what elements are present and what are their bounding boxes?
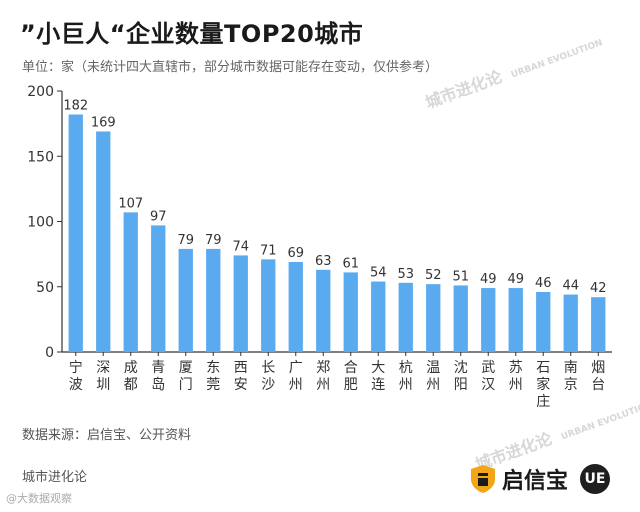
x-tick-label: 成都 bbox=[124, 360, 138, 393]
x-tick-label: 深圳 bbox=[96, 360, 110, 393]
footer-publisher: 城市进化论 bbox=[22, 470, 88, 485]
x-tick-label: 青岛 bbox=[151, 360, 165, 393]
x-tick-label: 厦门 bbox=[179, 360, 193, 393]
unit-note: 单位：家（未统计四大直辖市，部分城市数据可能存在变动，仅供参考） bbox=[22, 60, 439, 75]
bar bbox=[426, 284, 441, 352]
chart-title: ”小巨人“企业数量TOP20城市 bbox=[20, 20, 364, 48]
data-label: 42 bbox=[590, 281, 607, 296]
bar bbox=[398, 282, 413, 352]
data-label: 53 bbox=[397, 267, 414, 282]
x-tick-label: 东莞 bbox=[206, 360, 220, 393]
data-label: 107 bbox=[118, 196, 143, 211]
data-label: 49 bbox=[507, 272, 524, 287]
x-tick-label: 宁波 bbox=[69, 359, 83, 393]
data-label: 169 bbox=[91, 115, 116, 130]
data-label: 49 bbox=[480, 272, 497, 287]
bar bbox=[151, 225, 166, 352]
data-label: 54 bbox=[370, 266, 387, 281]
y-tick-label: 50 bbox=[36, 280, 54, 296]
data-label: 79 bbox=[177, 233, 194, 248]
x-tick-label: 合肥 bbox=[344, 360, 358, 393]
bar bbox=[343, 272, 358, 352]
bar bbox=[261, 259, 276, 352]
data-label: 51 bbox=[452, 269, 469, 284]
x-tick-label: 郑州 bbox=[316, 360, 330, 393]
data-label: 69 bbox=[287, 246, 304, 261]
x-tick-label: 西安 bbox=[234, 360, 248, 393]
x-tick-label: 广州 bbox=[289, 360, 303, 393]
bar bbox=[536, 291, 551, 352]
bar bbox=[591, 297, 606, 352]
bar bbox=[563, 294, 578, 352]
x-tick-label: 杭州 bbox=[399, 360, 413, 393]
x-tick-label: 石家庄 bbox=[536, 360, 550, 410]
x-tick-label: 温州 bbox=[426, 360, 440, 393]
x-tick-label: 南京 bbox=[564, 360, 578, 393]
data-label: 63 bbox=[315, 254, 332, 269]
data-label: 71 bbox=[260, 243, 277, 258]
brand-name: 启信宝 bbox=[502, 469, 569, 494]
x-tick-label: 长沙 bbox=[261, 360, 275, 393]
y-tick-label: 200 bbox=[27, 84, 54, 100]
bar bbox=[178, 248, 193, 352]
y-tick-label: 0 bbox=[45, 345, 54, 361]
bar bbox=[453, 285, 468, 352]
brand-area: 启信宝 UE bbox=[470, 462, 611, 496]
x-tick-label: 大连 bbox=[371, 360, 385, 393]
data-label: 79 bbox=[205, 233, 222, 248]
bar bbox=[206, 248, 221, 352]
data-label: 52 bbox=[425, 268, 442, 283]
credit-watermark: @大数据观察 bbox=[6, 492, 72, 505]
x-tick-label: 武汉 bbox=[481, 360, 495, 393]
data-label: 182 bbox=[63, 98, 88, 113]
bar bbox=[233, 255, 248, 352]
x-tick-label: 苏州 bbox=[509, 360, 523, 393]
bar bbox=[96, 131, 111, 352]
bar bbox=[68, 114, 83, 353]
data-label: 61 bbox=[342, 256, 359, 271]
data-source: 数据来源：启信宝、公开资料 bbox=[22, 428, 192, 443]
data-label: 74 bbox=[232, 239, 249, 254]
bar bbox=[316, 269, 331, 352]
y-tick-label: 100 bbox=[27, 215, 54, 231]
x-tick-label: 沈阳 bbox=[454, 360, 468, 393]
data-label: 46 bbox=[535, 276, 552, 291]
bar bbox=[371, 281, 386, 352]
ue-badge-icon: UE bbox=[580, 464, 611, 494]
bar bbox=[123, 212, 138, 352]
bar bbox=[508, 288, 523, 352]
data-label: 97 bbox=[150, 209, 167, 224]
data-label: 44 bbox=[562, 279, 579, 294]
x-tick-label: 烟台 bbox=[591, 360, 605, 393]
y-tick-label: 150 bbox=[27, 149, 54, 165]
bar bbox=[288, 261, 303, 352]
bar bbox=[481, 288, 496, 352]
shield-logo-icon bbox=[471, 465, 495, 493]
